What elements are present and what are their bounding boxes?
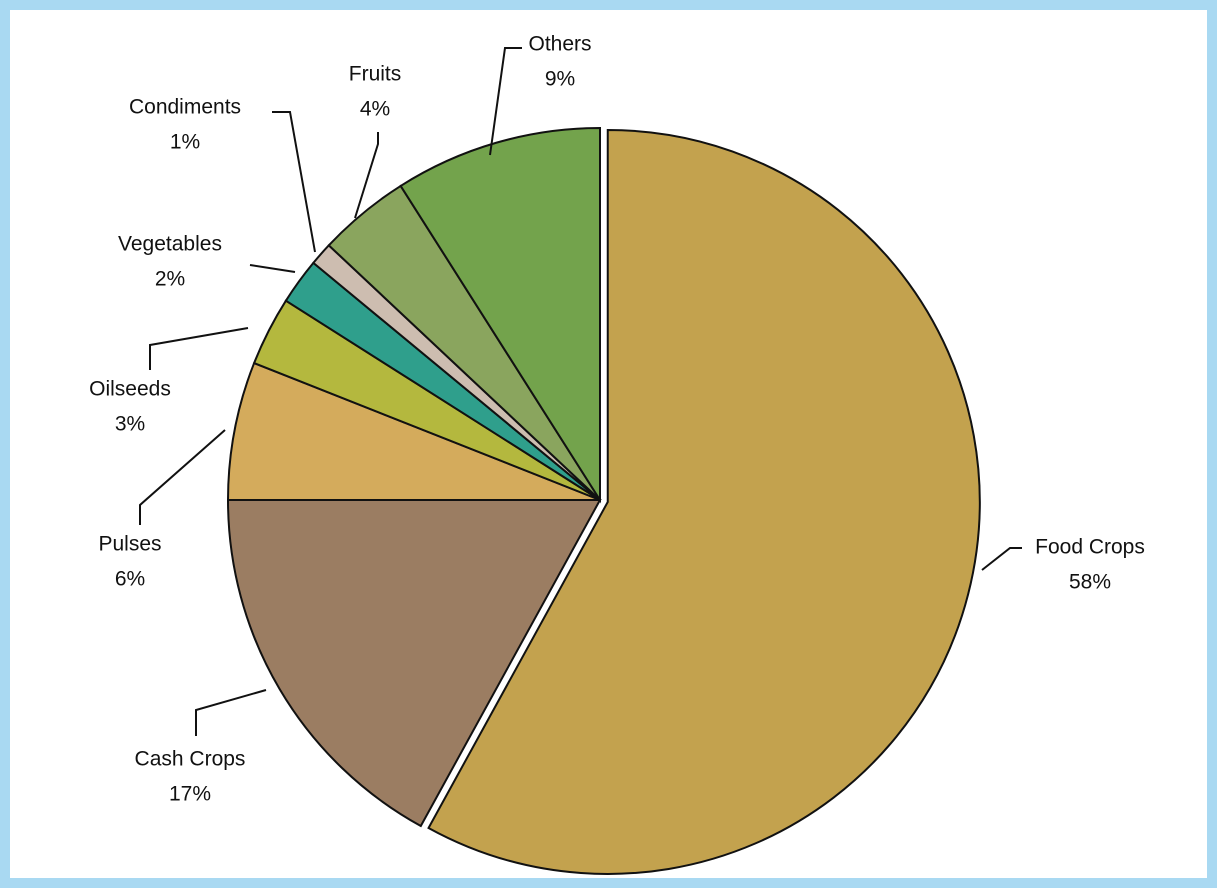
slice-value-label: 6% [115,568,145,591]
slice-label: Pulses [98,533,161,556]
pie-slice [399,126,601,504]
leader-line [249,264,296,273]
pie-slice [226,499,602,828]
slice-value-label: 4% [360,98,390,121]
slice-value-label: 58% [1069,571,1111,594]
slice-value-label: 2% [155,268,185,291]
slice-value-label: 17% [169,783,211,806]
slice-value-label: 3% [115,413,145,436]
leader-line [489,47,522,156]
leader-line [981,547,1022,571]
leader-line [195,689,267,736]
leader-line [272,111,316,253]
slice-label: Oilseeds [89,378,171,401]
slice-label: Food Crops [1035,536,1145,559]
pie-slice [226,361,601,501]
slice-value-label: 9% [545,68,575,91]
pie-slice [427,128,981,875]
leader-line [149,327,249,370]
slice-label: Others [528,33,591,56]
slice-label: Condiments [129,96,241,119]
slice-label: Cash Crops [135,748,246,771]
leader-line [139,429,226,525]
leader-line [354,132,379,219]
slice-label: Vegetables [118,233,222,256]
chart: Food Crops 58% Cash Crops 17% Pulses 6% Oilsee… [89,33,1145,875]
slice-label: Fruits [349,63,402,86]
slice-value-label: 1% [170,131,200,154]
